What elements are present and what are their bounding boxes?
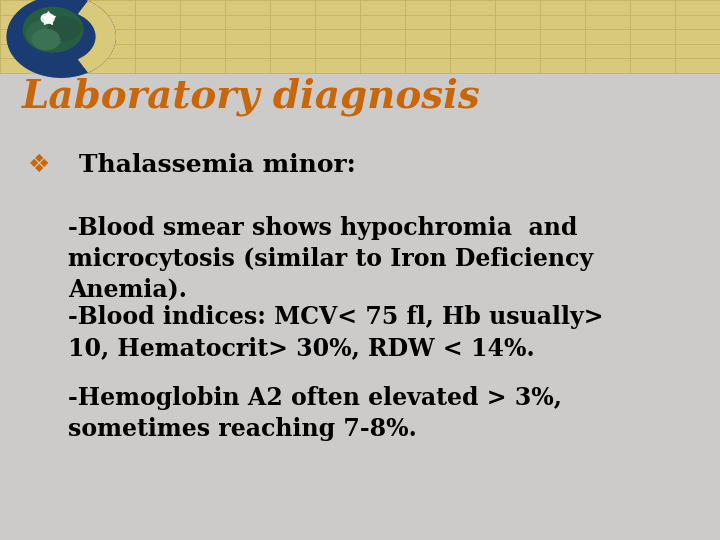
- Circle shape: [48, 17, 80, 41]
- Text: -Hemoglobin A2 often elevated > 3%,
sometimes reaching 7-8%.: -Hemoglobin A2 often elevated > 3%, some…: [68, 386, 562, 441]
- Circle shape: [7, 0, 115, 77]
- Circle shape: [32, 29, 60, 50]
- Text: Thalassemia minor:: Thalassemia minor:: [79, 153, 356, 177]
- Text: Laboratory diagnosis: Laboratory diagnosis: [22, 78, 480, 117]
- Circle shape: [24, 8, 83, 52]
- Text: -Blood indices: MCV< 75 fl, Hb usually>
10, Hematocrit> 30%, RDW < 14%.: -Blood indices: MCV< 75 fl, Hb usually> …: [68, 305, 604, 360]
- Text: -Blood smear shows hypochromia  and
microcytosis (similar to Iron Deficiency
Ane: -Blood smear shows hypochromia and micro…: [68, 216, 593, 301]
- Circle shape: [7, 0, 115, 77]
- Bar: [0, 0, 720, 73]
- Circle shape: [27, 20, 65, 48]
- Text: ❖: ❖: [28, 153, 51, 177]
- Wedge shape: [78, 2, 115, 72]
- Circle shape: [41, 14, 54, 23]
